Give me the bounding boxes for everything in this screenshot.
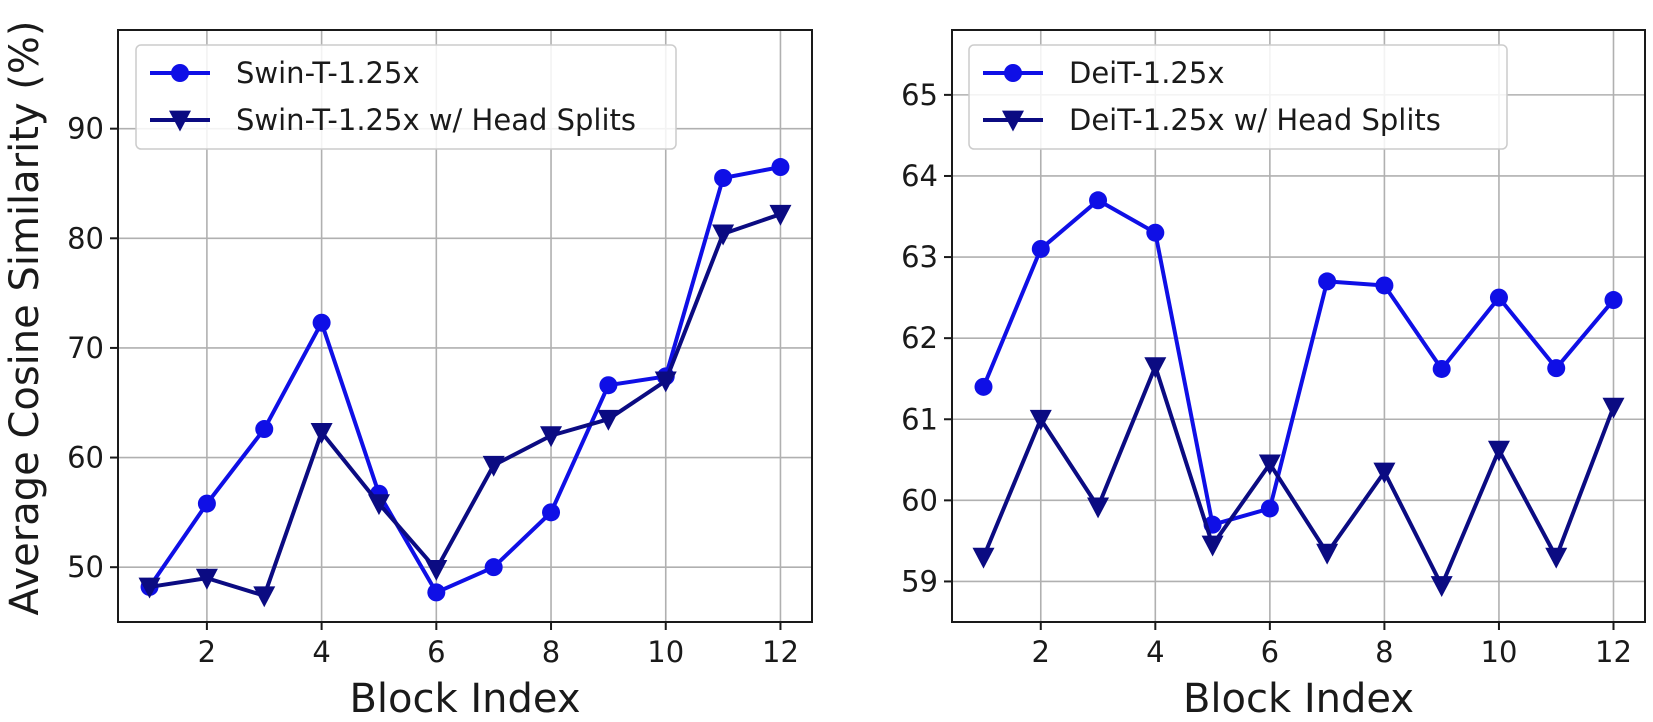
series-1 (138, 204, 792, 608)
x-axis-title: Block Index (1183, 676, 1414, 722)
data-point (974, 377, 993, 396)
y-tick-label: 65 (901, 78, 938, 112)
y-tick-label: 60 (901, 483, 938, 517)
data-point (312, 313, 331, 332)
data-point (1260, 499, 1279, 518)
y-tick-label: 90 (67, 112, 104, 146)
legend-label: DeiT-1.25x (1069, 56, 1224, 90)
x-tick-label: 2 (198, 635, 216, 669)
data-point (482, 455, 505, 477)
data-point (197, 494, 216, 513)
legend: DeiT-1.25x DeiT-1.25x w/ Head Splits (968, 44, 1508, 150)
series-0 (974, 191, 1623, 534)
y-tick-label: 60 (67, 441, 104, 475)
legend: Swin-T-1.25x Swin-T-1.25x w/ Head Splits (135, 44, 677, 150)
data-point (1029, 409, 1052, 431)
x-tick-label: 4 (1146, 635, 1164, 669)
legend-box (135, 44, 677, 150)
data-point (1489, 288, 1508, 307)
data-point (138, 577, 161, 599)
x-tick-label: 6 (1261, 635, 1279, 669)
data-point (1031, 239, 1050, 258)
y-tick-label: 59 (901, 564, 938, 598)
data-point (1545, 547, 1568, 569)
x-tick-label: 2 (1032, 635, 1050, 669)
data-point (1547, 359, 1566, 378)
y-tick-label: 64 (901, 159, 938, 193)
data-point (255, 420, 274, 439)
chart-deit: 2 4 6 8 10 12 59 60 61 62 63 64 65 Block Index DeiT-1.… (901, 29, 1646, 722)
data-point (1201, 535, 1224, 557)
data-point (427, 583, 446, 602)
data-point (1432, 359, 1451, 378)
data-point (654, 371, 677, 393)
data-point (484, 558, 503, 577)
data-point (1318, 272, 1337, 291)
legend-marker (1004, 64, 1022, 82)
x-axis-title: Block Index (349, 676, 580, 722)
series-line (981, 364, 1616, 588)
y-axis-title: Average Cosine Similarity (%) (2, 20, 48, 615)
legend-label: Swin-T-1.25x w/ Head Splits (236, 103, 636, 137)
x-tick-label: 8 (1375, 635, 1393, 669)
plot-frame (117, 29, 813, 623)
data-point (1144, 357, 1167, 379)
y-tick-label: 62 (901, 321, 938, 355)
x-tick-label: 4 (312, 635, 330, 669)
data-point (712, 224, 735, 246)
series-line (147, 165, 781, 595)
y-tick-label: 61 (901, 402, 938, 436)
data-point (425, 560, 448, 581)
x-tick-label: 6 (427, 635, 445, 669)
data-point (253, 586, 276, 608)
data-point (597, 409, 620, 431)
legend-label: DeiT-1.25x w/ Head Splits (1069, 103, 1441, 137)
x-tick-label: 12 (762, 635, 799, 669)
data-point (1146, 223, 1165, 242)
plot-frame (951, 29, 1646, 623)
data-point (1487, 440, 1510, 462)
data-point (599, 376, 618, 395)
data-point (195, 568, 218, 590)
x-tick-label: 12 (1595, 635, 1632, 669)
data-point (1373, 462, 1396, 484)
x-tick-label: 10 (1481, 635, 1518, 669)
data-point (972, 547, 995, 569)
y-tick-label: 63 (901, 240, 938, 274)
data-point (1316, 543, 1339, 565)
data-point (367, 494, 390, 516)
series-line (149, 212, 782, 598)
x-tick-label: 8 (542, 635, 560, 669)
data-point (540, 426, 563, 448)
legend-box (968, 44, 1508, 150)
data-point (1602, 397, 1625, 419)
data-point (1604, 291, 1623, 310)
data-point (1089, 191, 1108, 210)
y-tick-label: 70 (67, 331, 104, 365)
series-0 (140, 158, 790, 602)
data-point (714, 169, 733, 187)
y-tick-label: 50 (67, 550, 104, 584)
legend-label: Swin-T-1.25x (236, 56, 420, 90)
data-point (1375, 276, 1394, 295)
data-point (769, 204, 792, 226)
legend-marker (171, 64, 189, 82)
series-1 (972, 357, 1625, 598)
legend-marker (1002, 110, 1024, 132)
data-point (542, 503, 561, 522)
data-point (1087, 497, 1110, 519)
series-line (981, 198, 1616, 527)
chart-swin: 2 4 6 8 10 12 50 60 70 80 90 Block Index Average Cos… (2, 20, 813, 722)
y-tick-label: 80 (67, 221, 104, 255)
data-point (771, 158, 790, 177)
legend-marker (169, 110, 191, 132)
data-point (1258, 454, 1281, 476)
data-point (1430, 576, 1453, 598)
x-tick-label: 10 (647, 635, 684, 669)
data-point (310, 422, 333, 444)
